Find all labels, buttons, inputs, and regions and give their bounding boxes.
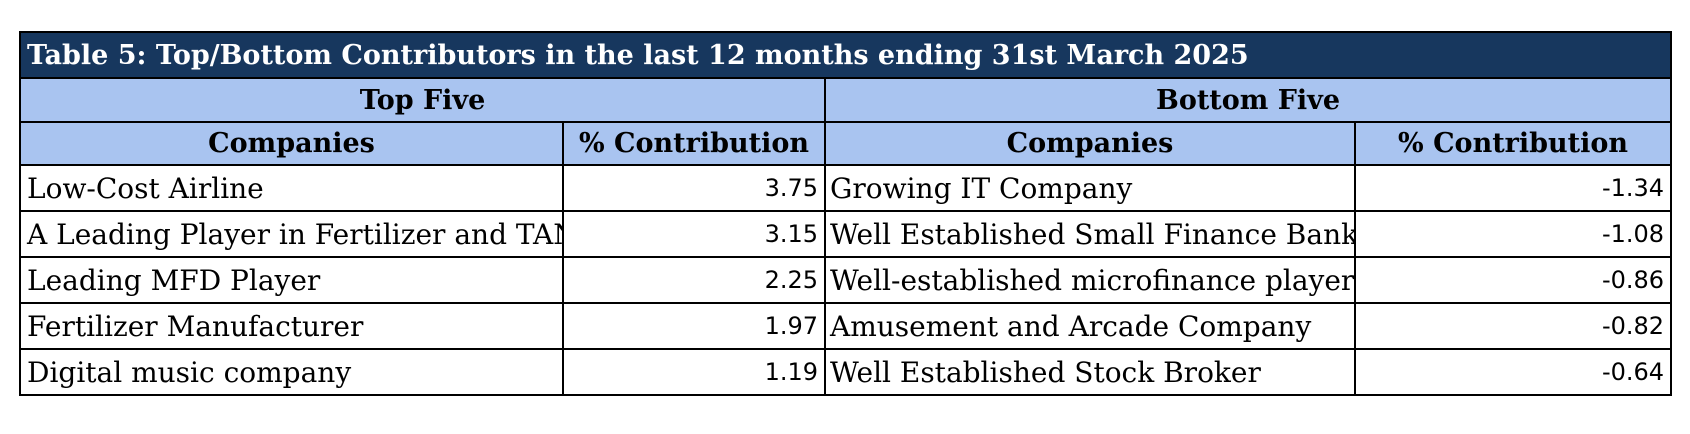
contributors-table-container: Table 5: Top/Bottom Contributors in the … — [18, 31, 1673, 396]
bottom-company-cell: Well Established Stock Broker — [824, 348, 1356, 396]
bottom-contribution-cell: -1.34 — [1353, 164, 1673, 212]
bottom-company-cell: Well-established microfinance player — [824, 256, 1356, 304]
top-contribution-cell: 1.97 — [562, 302, 826, 350]
bottom-company-cell: Growing IT Company — [824, 164, 1356, 212]
top-company-cell: Leading MFD Player — [19, 256, 564, 304]
top-contribution-cell: 1.19 — [562, 348, 826, 396]
column-header-bottom-companies: Companies — [824, 121, 1356, 166]
top-five-header: Top Five — [19, 77, 826, 123]
table-row: Leading MFD Player 2.25 Well-established… — [19, 256, 1673, 304]
bottom-company-cell: Amusement and Arcade Company — [824, 302, 1356, 350]
bottom-company-cell: Well Established Small Finance Bank — [824, 210, 1356, 258]
bottom-contribution-cell: -0.64 — [1353, 348, 1673, 396]
table-title: Table 5: Top/Bottom Contributors in the … — [18, 31, 1673, 79]
top-company-cell: A Leading Player in Fertilizer and TAN — [19, 210, 564, 258]
bottom-contribution-cell: -1.08 — [1353, 210, 1673, 258]
table-row: A Leading Player in Fertilizer and TAN 3… — [19, 210, 1673, 258]
contributors-table: Table 5: Top/Bottom Contributors in the … — [18, 31, 1673, 396]
bottom-five-header: Bottom Five — [823, 77, 1673, 123]
bottom-contribution-cell: -0.86 — [1353, 256, 1673, 304]
top-company-cell: Digital music company — [19, 348, 564, 396]
top-company-cell: Fertilizer Manufacturer — [19, 302, 564, 350]
bottom-contribution-cell: -0.82 — [1353, 302, 1673, 350]
top-contribution-cell: 3.15 — [562, 210, 826, 258]
column-header-top-contribution: % Contribution — [562, 121, 826, 166]
table-title-row: Table 5: Top/Bottom Contributors in the … — [18, 31, 1673, 79]
table-row: Digital music company 1.19 Well Establis… — [19, 348, 1673, 396]
top-contribution-cell: 3.75 — [562, 164, 826, 212]
top-contribution-cell: 2.25 — [562, 256, 826, 304]
column-header-row: Companies % Contribution Companies % Con… — [19, 121, 1673, 166]
column-header-bottom-contribution: % Contribution — [1353, 121, 1673, 166]
table-row: Fertilizer Manufacturer 1.97 Amusement a… — [19, 302, 1673, 350]
group-header-row: Top Five Bottom Five — [19, 77, 1673, 123]
top-company-cell: Low-Cost Airline — [19, 164, 564, 212]
table-row: Low-Cost Airline 3.75 Growing IT Company… — [19, 164, 1673, 212]
column-header-top-companies: Companies — [19, 121, 564, 166]
